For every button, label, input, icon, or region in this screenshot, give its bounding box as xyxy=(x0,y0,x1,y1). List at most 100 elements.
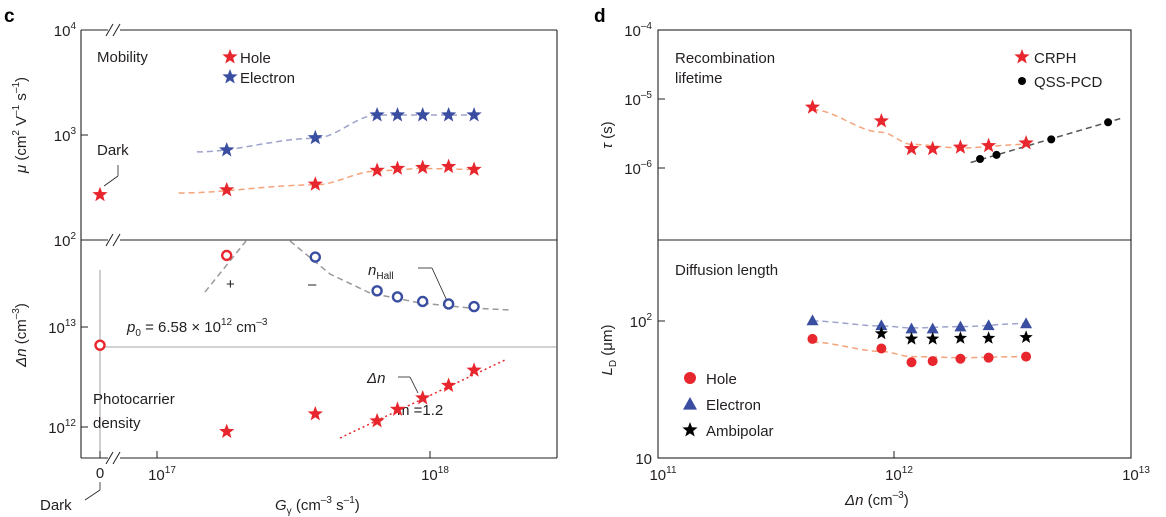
hole-diffusion-point xyxy=(927,356,938,367)
d-bottom-yticks: 10 102 xyxy=(630,312,665,468)
hole-diffusion-point xyxy=(876,343,887,354)
c-bottom-y-axis-label: Δn (cm–3) xyxy=(11,303,30,368)
hole-diffusion-point xyxy=(983,352,994,363)
nhall-point xyxy=(468,300,480,313)
d-xtick-label: 1012 xyxy=(885,465,913,484)
c-dark-label: Dark xyxy=(97,142,129,159)
d-top-ytick-label: 10–6 xyxy=(624,159,652,178)
legend-ambipolar-star xyxy=(682,422,698,437)
c-p0-label: p0 = 6.58 × 1012 cm–3 xyxy=(126,317,268,339)
c-top-y-axis-label: μ (cm2 V–1 s–1) xyxy=(11,77,30,174)
hole-mobility-point xyxy=(466,161,482,176)
electron-diffusion-point xyxy=(954,320,967,332)
c-bottom-ytick-label: 1012 xyxy=(48,418,76,437)
d-top-ytick-label: 10–5 xyxy=(624,90,652,109)
ambipolar-diffusion-point xyxy=(926,331,940,345)
electron-diffusion-point xyxy=(806,314,819,326)
c-minus-sign: – xyxy=(308,276,317,293)
legend-electron-triangle xyxy=(683,397,697,410)
d-legend-crph: CRPH xyxy=(1034,50,1077,67)
crph-lifetime-point xyxy=(903,140,920,156)
electron-diffusion-point xyxy=(875,319,888,331)
electron-mobility-point xyxy=(415,107,431,122)
c-top-ytick-label: 103 xyxy=(54,126,77,145)
electron-mobility-point xyxy=(389,107,406,122)
c-x-axis-label: Gγ (cm–3 s–1) xyxy=(275,495,360,517)
photocarrier-density-point xyxy=(415,390,431,405)
hole-mobility-point xyxy=(219,181,235,197)
lifetime-crph-fit xyxy=(812,108,1029,149)
d-legend-hole: Hole xyxy=(706,371,737,388)
electron-diffusion-point xyxy=(905,322,918,334)
panel-d-axes xyxy=(657,29,1132,459)
electron-mobility-point xyxy=(219,142,235,157)
hole-diffusion-point xyxy=(906,357,917,368)
ambipolar-diffusion-point xyxy=(874,326,888,340)
c-xtick-label: 0 xyxy=(96,465,104,482)
d-legend-qsspcd: QSS-PCD xyxy=(1034,74,1103,91)
panel-label-d: d xyxy=(594,6,606,27)
photocarrier-density-point xyxy=(389,401,406,416)
electron-diffusion-point xyxy=(1020,317,1033,329)
crph-lifetime-point xyxy=(873,113,889,128)
d-legend-ambipolar: Ambipolar xyxy=(706,423,774,440)
panel-label-c: c xyxy=(4,6,15,27)
legend-electron-star xyxy=(222,69,238,84)
photocarrier-density-point xyxy=(441,377,457,392)
dark-density-point xyxy=(94,339,106,351)
hole-mobility-point xyxy=(415,159,431,174)
electron-diffusion-fit xyxy=(812,320,1029,329)
qsspcd-lifetime-point xyxy=(1104,118,1113,127)
crph-lifetime-point xyxy=(804,99,821,114)
hole-mobility-fit xyxy=(178,167,479,194)
ambipolar-diffusion-point xyxy=(1019,330,1033,343)
electron-diffusion-point xyxy=(982,319,995,331)
electron-mobility-point xyxy=(441,107,457,122)
crph-lifetime-point xyxy=(1018,135,1034,150)
d-top-yticks: 10–6 10–5 10–4 xyxy=(624,21,665,178)
d-xticks: 1011 1012 1013 xyxy=(649,451,1150,484)
d-recomb-title-1: Recombination xyxy=(675,50,775,67)
c-plus-sign: + xyxy=(226,276,235,293)
photocarrier-density-point xyxy=(307,406,323,421)
c-legend-electron: Electron xyxy=(240,70,295,87)
qsspcd-lifetime-point xyxy=(992,150,1001,159)
c-top-yticks: 102 103 104 xyxy=(54,21,88,250)
c-xtick-label: 1017 xyxy=(148,465,176,484)
hole-diffusion-fit xyxy=(812,341,1029,359)
d-recomb-title-2: lifetime xyxy=(675,70,723,87)
nhall-point xyxy=(416,295,429,308)
c-top-ytick-label: 104 xyxy=(54,21,77,40)
electron-mobility-point xyxy=(369,107,385,122)
d-x-axis-label: Δn (cm–3) xyxy=(844,490,909,509)
hole-mobility-point xyxy=(441,158,457,174)
crph-lifetime-point xyxy=(952,139,968,154)
c-top-ytick-label: 102 xyxy=(54,231,77,250)
d-top-y-axis-label: τ (s) xyxy=(599,121,616,148)
hole-diffusion-point xyxy=(955,353,966,364)
hole-diffusion-point xyxy=(807,333,818,344)
c-xticks: 0 1017 1018 Dark xyxy=(40,451,449,514)
hole-mobility-point xyxy=(307,176,323,191)
legend-crph-star xyxy=(1014,49,1030,64)
d-bottom-ytick-label: 102 xyxy=(630,312,653,331)
d-legend-electron: Electron xyxy=(706,397,761,414)
crph-lifetime-point xyxy=(925,140,941,156)
c-xtick-label: 1018 xyxy=(421,465,449,484)
qsspcd-lifetime-point xyxy=(976,155,985,164)
legend-hole-dot xyxy=(684,372,696,384)
d-diffusion-title: Diffusion length xyxy=(675,262,778,279)
crph-lifetime-point xyxy=(981,137,997,153)
electron-mobility-point xyxy=(466,107,482,122)
d-top-ytick-label: 10–4 xyxy=(624,21,652,40)
electron-diffusion-point xyxy=(926,322,939,334)
photocarrier-density-point xyxy=(466,362,482,377)
hole-diffusion-point xyxy=(1021,351,1032,362)
photocarrier-density-point xyxy=(369,412,385,428)
qsspcd-lifetime-point xyxy=(1047,135,1056,144)
legend-hole-star xyxy=(222,49,238,64)
c-mobility-title: Mobility xyxy=(97,49,148,66)
hole-mobility-point xyxy=(369,162,385,177)
d-bottom-y-axis-label: LD (μm) xyxy=(599,325,619,376)
